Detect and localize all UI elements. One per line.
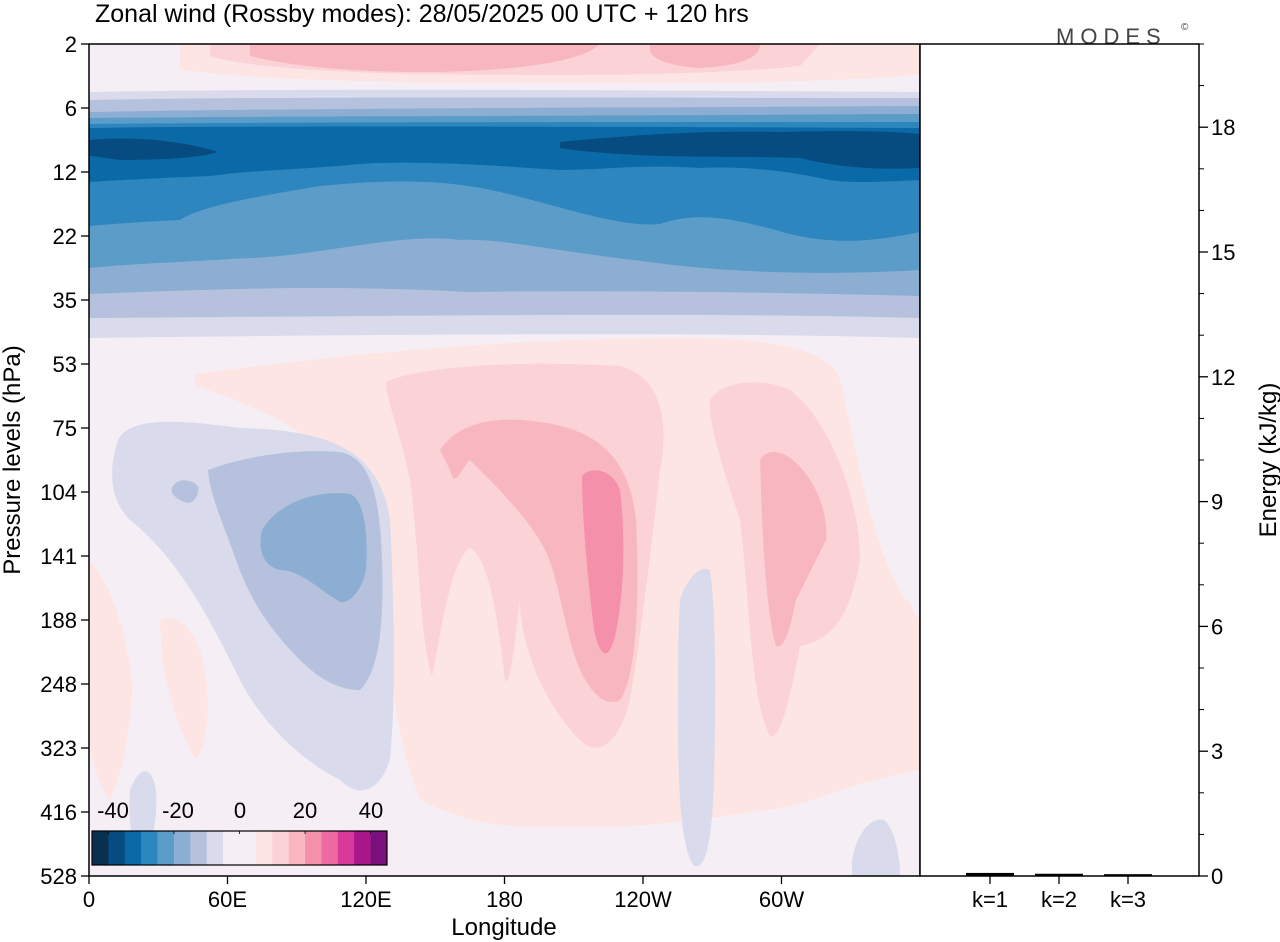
- longitude-tick-label: 120E: [340, 887, 391, 912]
- energy-tick-label: 9: [1211, 490, 1223, 515]
- colorbar-tick-label: 0: [234, 798, 246, 823]
- energy-tick-label: 12: [1211, 365, 1235, 390]
- colorbar-swatch: [92, 831, 109, 865]
- contour-band-p5-east-edge: [902, 599, 916, 683]
- colorbar-swatch: [190, 831, 208, 865]
- colorbar-swatch: [108, 831, 126, 865]
- contour-band-m5-se: [852, 819, 900, 876]
- colorbar-frame: [91, 830, 388, 866]
- chart-title: Zonal wind (Rossby modes): 28/05/2025 00…: [95, 0, 749, 28]
- pressure-tick-label: 2: [65, 32, 77, 57]
- energy-bar: [1035, 873, 1083, 876]
- longitude-tick-label: 0: [83, 887, 95, 912]
- energy-tick-label: 18: [1211, 115, 1235, 140]
- pressure-tick-label: 528: [40, 864, 77, 889]
- energy-bars: k=1 k=2 k=3: [966, 872, 1152, 912]
- longitude-tick-label: 120W: [614, 887, 672, 912]
- colorbar-swatch: [239, 831, 257, 865]
- pressure-tick-label: 104: [40, 480, 77, 505]
- colorbar-tick-label: 20: [293, 798, 317, 823]
- pressure-tick-label: 141: [40, 544, 77, 569]
- energy-category-label: k=1: [972, 887, 1008, 912]
- colorbar-tick-label: -20: [162, 798, 194, 823]
- energy-panel-frame: [919, 43, 1200, 877]
- energy-category-label: k=3: [1110, 887, 1146, 912]
- heatmap-field: [89, 44, 920, 876]
- colorbar: -40 -20 0 20 40: [91, 798, 388, 866]
- colorbar-tick-label: -40: [97, 798, 129, 823]
- modes-logo-mark: ©: [1181, 22, 1189, 33]
- pressure-tick-label: 75: [53, 416, 77, 441]
- colorbar-swatch: [288, 831, 306, 865]
- energy-category-label: k=2: [1041, 887, 1077, 912]
- energy-axis-label: Energy (kJ/kg): [1255, 383, 1280, 538]
- colorbar-swatch: [354, 831, 371, 865]
- energy-bar: [966, 872, 1014, 876]
- contour-band-p15-top-a: [250, 44, 600, 72]
- pressure-tick-label: 416: [40, 800, 77, 825]
- colorbar-swatch: [337, 831, 355, 865]
- energy-tick-label: 6: [1211, 614, 1223, 639]
- energy-axis: 0 3 6 9 12 15 18: [1199, 43, 1235, 889]
- pressure-tick-label: 53: [53, 352, 77, 377]
- contour-band-m5-col: [678, 568, 716, 867]
- pressure-tick-label: 6: [65, 96, 77, 121]
- x-axis-label: Longitude: [451, 914, 556, 941]
- energy-tick-label: 15: [1211, 240, 1235, 265]
- colorbar-swatch: [173, 831, 191, 865]
- pressure-tick-label: 35: [53, 288, 77, 313]
- contour-band-p20-mid: [582, 470, 624, 654]
- longitude-axis: 0 60E 120E 180 120W 60W: [83, 876, 804, 912]
- colorbar-swatch: [141, 831, 158, 865]
- pressure-axis: 2 6 12 22 35 53 75 104 141 188 248 323 416 528: [40, 32, 89, 889]
- colorbar-swatch: [272, 831, 289, 865]
- pressure-tick-label: 248: [40, 672, 77, 697]
- longitude-tick-label: 180: [486, 887, 523, 912]
- contour-band-p15-top-b: [650, 44, 760, 68]
- longitude-tick-label: 60W: [759, 887, 804, 912]
- contour-band-p5-sw: [160, 617, 208, 760]
- pressure-tick-label: 323: [40, 736, 77, 761]
- colorbar-swatches: [92, 831, 388, 865]
- pressure-tick-label: 22: [53, 224, 77, 249]
- colorbar-swatch: [124, 831, 142, 865]
- colorbar-swatch: [255, 831, 273, 865]
- colorbar-swatch: [223, 831, 240, 865]
- energy-tick-label: 0: [1211, 864, 1223, 889]
- colorbar-swatch: [370, 831, 388, 865]
- energy-bar: [1104, 874, 1152, 877]
- colorbar-swatch: [206, 831, 224, 865]
- contour-band-m35-west: [89, 138, 218, 160]
- colorbar-tick-label: 40: [359, 798, 383, 823]
- colorbar-swatch: [157, 831, 175, 865]
- contour-band-m10-small: [171, 480, 199, 503]
- contour-band-m15-mid: [260, 493, 367, 603]
- contour-band-p15-east: [760, 452, 827, 647]
- energy-tick-label: 3: [1211, 739, 1223, 764]
- pressure-tick-label: 12: [53, 160, 77, 185]
- colorbar-swatch: [321, 831, 339, 865]
- y-axis-label: Pressure levels (hPa): [0, 345, 26, 574]
- longitude-tick-label: 60E: [208, 887, 247, 912]
- contour-band-p5-west-edge: [89, 560, 132, 800]
- pressure-tick-label: 188: [40, 608, 77, 633]
- contour-band-m35: [560, 131, 920, 169]
- colorbar-swatch: [305, 831, 322, 865]
